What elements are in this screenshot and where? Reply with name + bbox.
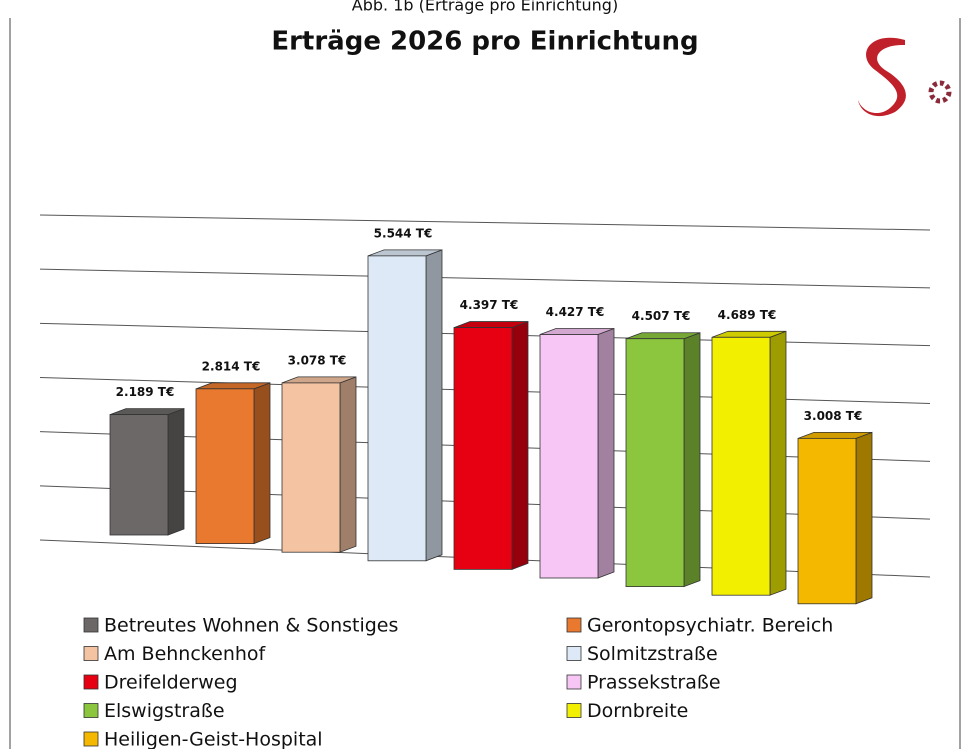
bar-side bbox=[339, 376, 357, 553]
bar-side bbox=[167, 408, 185, 536]
legend-swatch bbox=[83, 646, 99, 661]
bar bbox=[539, 334, 599, 579]
legend-swatch bbox=[83, 674, 99, 690]
value-label: 2.189 T€ bbox=[116, 385, 175, 399]
legend-label: Prassekstraße bbox=[587, 672, 721, 694]
value-label: 4.689 T€ bbox=[718, 308, 777, 322]
value-label: 4.507 T€ bbox=[632, 309, 691, 323]
value-label: 4.397 T€ bbox=[460, 298, 519, 312]
bar bbox=[109, 414, 169, 536]
bar bbox=[797, 437, 857, 605]
bar bbox=[367, 255, 427, 562]
bar bbox=[453, 327, 513, 570]
logo-flower bbox=[928, 80, 952, 104]
legend-label: Dornbreite bbox=[587, 700, 688, 722]
legend-label: Solmitzstraße bbox=[587, 643, 718, 665]
bar-side bbox=[425, 249, 443, 562]
legend-swatch bbox=[566, 674, 582, 690]
bar bbox=[281, 382, 341, 553]
grid-line bbox=[39, 214, 931, 231]
legend-swatch bbox=[566, 646, 582, 661]
legend-label: Am Behnckenhof bbox=[104, 643, 267, 665]
chart-title: Erträge 2026 pro Einrichtung bbox=[271, 27, 698, 57]
bar-side bbox=[769, 330, 787, 596]
legend-swatch bbox=[83, 703, 99, 718]
bar bbox=[195, 388, 255, 544]
caption: Abb. 1b (Erträge pro Einrichtung) bbox=[352, 0, 618, 15]
legend-swatch bbox=[566, 617, 582, 633]
bar-side bbox=[511, 320, 529, 570]
bar-side bbox=[597, 327, 615, 579]
legend-label: Elswigstraße bbox=[104, 700, 225, 722]
logo bbox=[858, 37, 952, 117]
bar-side bbox=[683, 332, 701, 588]
legend-swatch bbox=[566, 703, 582, 718]
value-label: 5.544 T€ bbox=[374, 226, 433, 240]
grid-line bbox=[39, 268, 931, 289]
bar-side bbox=[253, 382, 271, 545]
legend-label: Betreutes Wohnen & Sonstiges bbox=[104, 615, 398, 637]
value-label: 4.427 T€ bbox=[546, 305, 605, 319]
legend-label: Gerontopsychiatr. Bereich bbox=[587, 615, 833, 637]
bar bbox=[625, 338, 685, 587]
legend-swatch bbox=[83, 731, 99, 747]
bar-side bbox=[855, 431, 873, 605]
value-label: 2.814 T€ bbox=[202, 359, 261, 373]
bar bbox=[711, 336, 771, 596]
value-label: 3.008 T€ bbox=[804, 409, 863, 423]
legend-label: Dreifelderweg bbox=[104, 672, 238, 694]
value-label: 3.078 T€ bbox=[288, 353, 347, 367]
legend-label: Heiligen-Geist-Hospital bbox=[104, 729, 323, 749]
logo-s bbox=[858, 37, 906, 117]
legend-swatch bbox=[83, 617, 99, 633]
